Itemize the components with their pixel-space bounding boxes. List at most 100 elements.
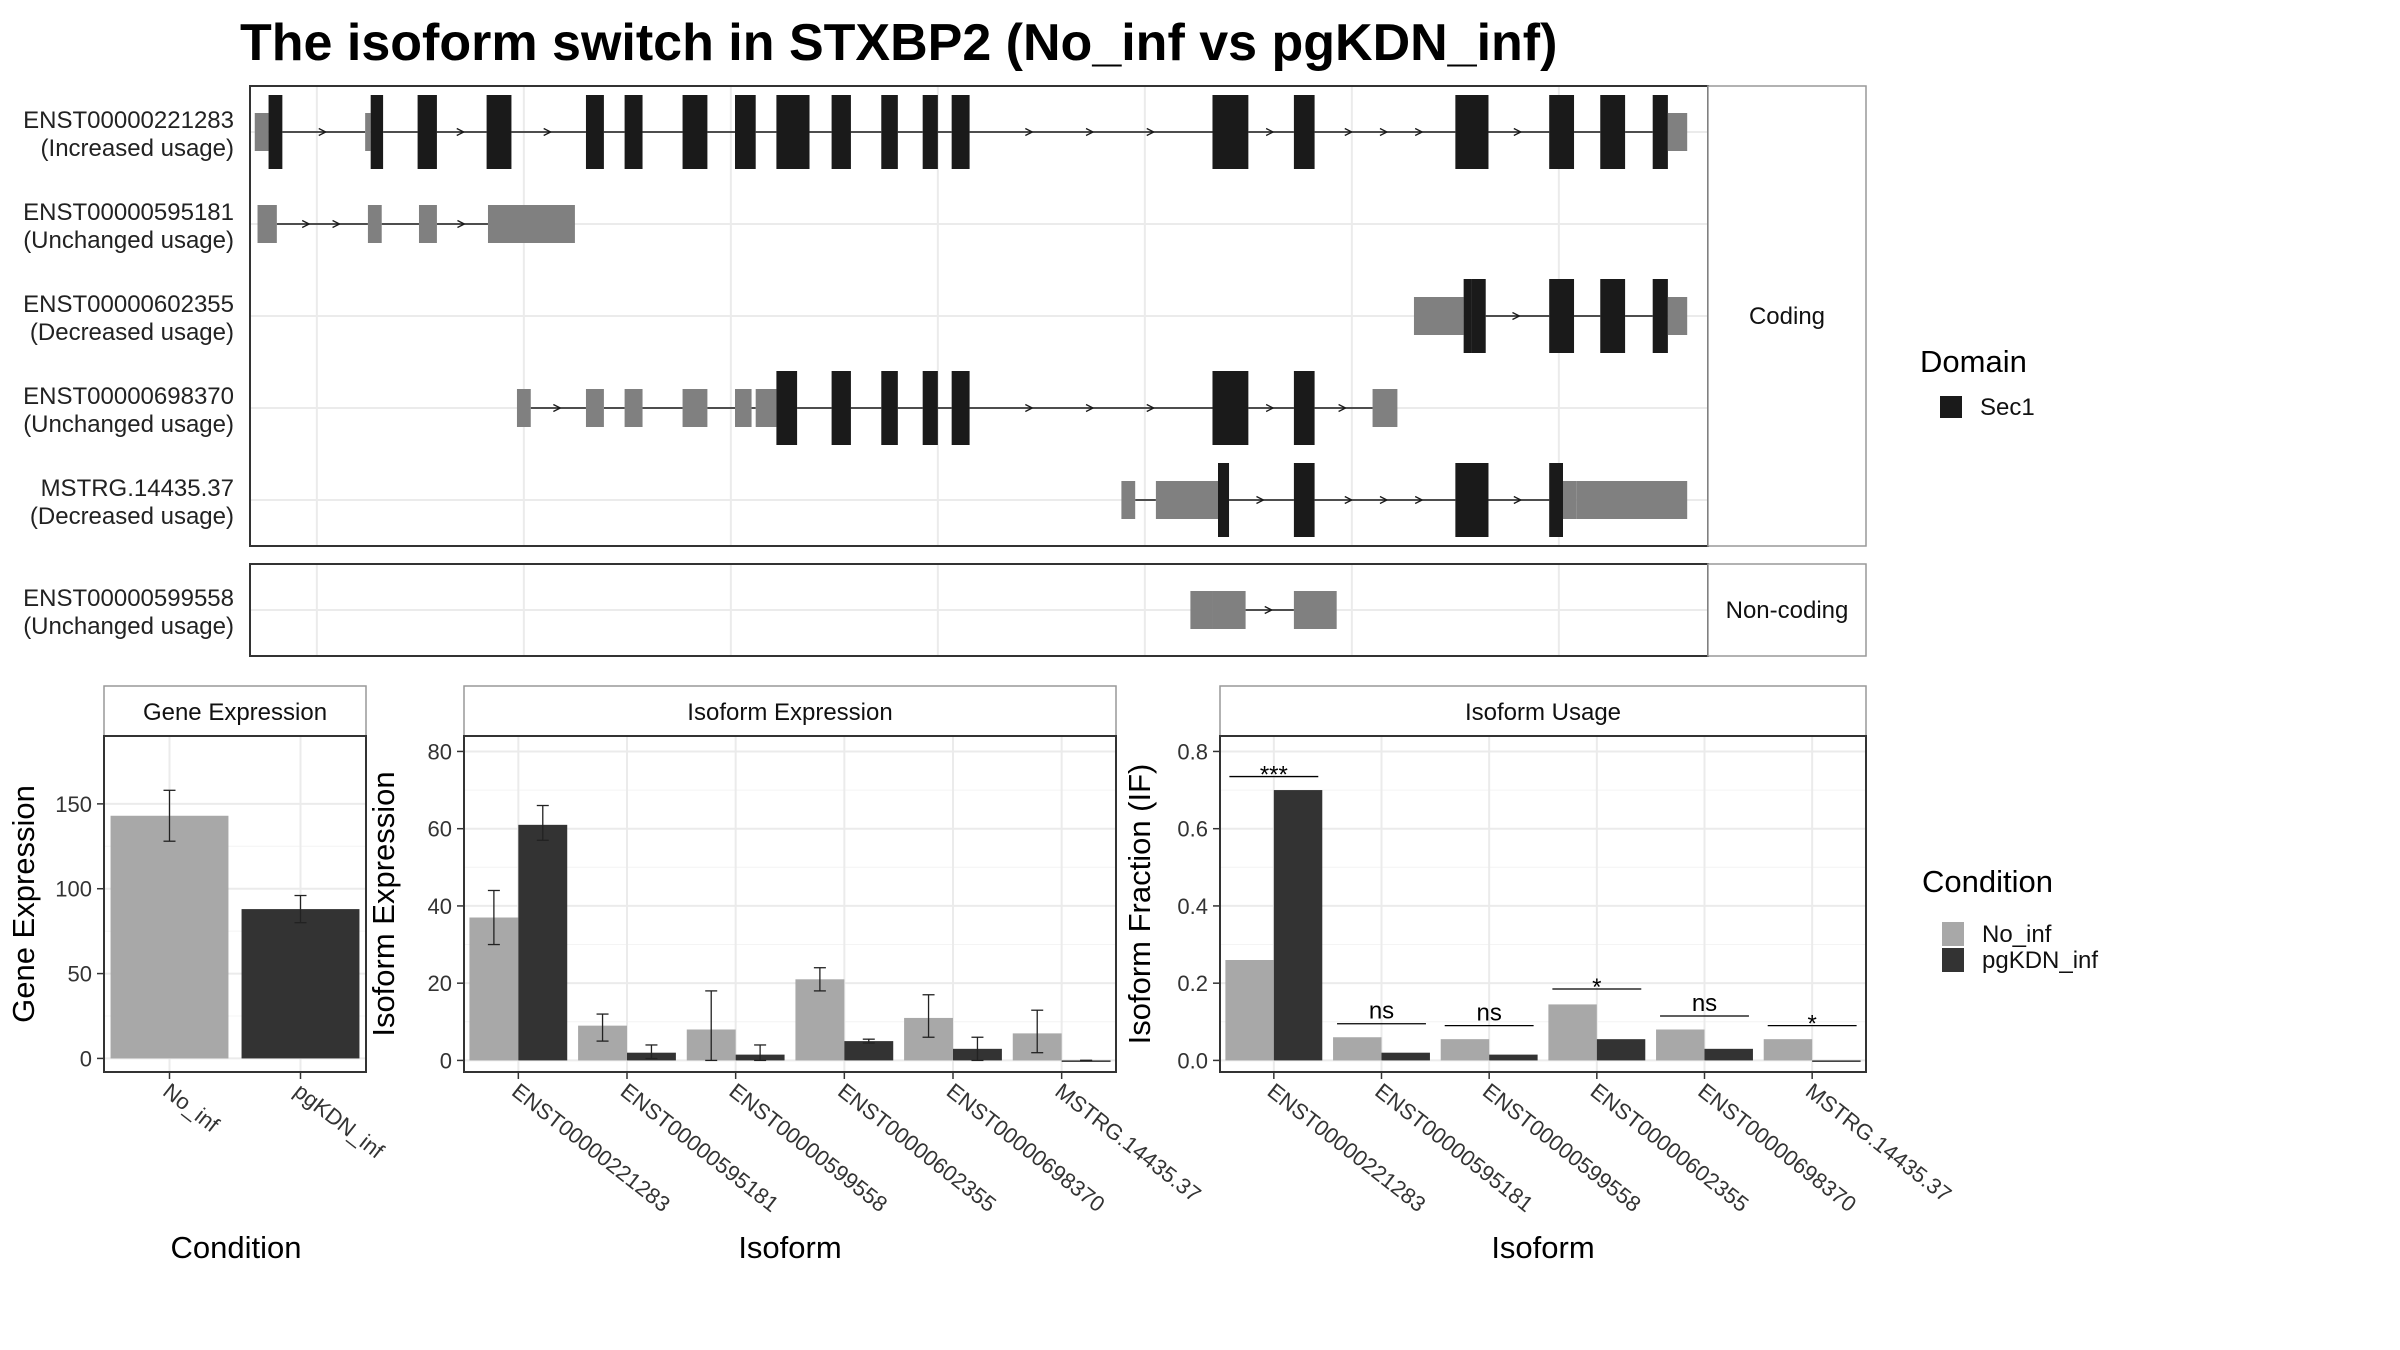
domain-legend-label: Sec1 bbox=[1980, 394, 2035, 421]
condition-legend-label: No_inf bbox=[1982, 921, 2052, 948]
coding-exon bbox=[1455, 463, 1489, 537]
bar bbox=[1704, 1048, 1753, 1061]
condition-legend-key bbox=[1942, 948, 1964, 972]
bar bbox=[241, 909, 360, 1059]
transcript-id-label: MSTRG.14435.37 bbox=[41, 475, 234, 502]
coding-exon bbox=[268, 95, 283, 169]
bar bbox=[1763, 1039, 1813, 1061]
coding-exon bbox=[1212, 371, 1249, 445]
intron-arrow bbox=[1414, 495, 1424, 505]
transcript-id-label: ENST00000698370 bbox=[23, 383, 234, 410]
utr-exon bbox=[1155, 481, 1218, 519]
coding-exon bbox=[831, 371, 851, 445]
x-axis-title: Condition bbox=[171, 1230, 302, 1265]
coding-exon bbox=[735, 95, 756, 169]
utr-exon bbox=[1667, 113, 1688, 151]
coding-exon bbox=[881, 95, 898, 169]
intron-arrow bbox=[1025, 127, 1034, 137]
y-tick-label: 0.4 bbox=[1177, 894, 1208, 919]
coding-exon bbox=[1212, 95, 1249, 169]
intron-arrow bbox=[456, 127, 466, 137]
transcript-id-label: ENST00000221283 bbox=[23, 107, 234, 134]
x-tick-label: No_inf bbox=[158, 1078, 224, 1137]
coding-exon bbox=[776, 371, 798, 445]
bar bbox=[1656, 1029, 1705, 1061]
y-tick-label: 100 bbox=[55, 877, 92, 902]
coding-exon bbox=[1293, 95, 1315, 169]
panel-strip bbox=[1219, 685, 1867, 737]
bar bbox=[1273, 790, 1323, 1061]
utr-exon bbox=[735, 389, 752, 427]
facet-strip bbox=[1707, 563, 1867, 657]
bar bbox=[1333, 1037, 1382, 1061]
intron-arrow bbox=[553, 403, 562, 413]
transcript-id-label: ENST00000595181 bbox=[23, 199, 234, 226]
facet-strip-label: Non-coding bbox=[1726, 597, 1849, 624]
utr-exon bbox=[755, 389, 777, 427]
coding-exon bbox=[1293, 463, 1315, 537]
bar bbox=[1440, 1039, 1490, 1061]
transcript-usage-label: (Unchanged usage) bbox=[23, 227, 234, 254]
panel-strip-title: Isoform Usage bbox=[1465, 699, 1621, 726]
utr-exon bbox=[1293, 591, 1337, 629]
intron-arrow bbox=[301, 219, 311, 229]
coding-exon bbox=[922, 95, 938, 169]
coding-exon bbox=[1600, 279, 1626, 353]
coding-exon bbox=[1652, 279, 1668, 353]
intron-arrow bbox=[1146, 403, 1156, 413]
y-tick-label: 150 bbox=[55, 792, 92, 817]
intron-arrow bbox=[1256, 495, 1265, 505]
domain-legend: Domain Sec1 bbox=[1920, 344, 2035, 421]
intron-arrow bbox=[1344, 495, 1354, 505]
utr-exon bbox=[516, 389, 531, 427]
transcript-usage-label: (Unchanged usage) bbox=[23, 613, 234, 640]
intron-arrow bbox=[1379, 495, 1389, 505]
coding-exon bbox=[417, 95, 437, 169]
panel-strip-title: Isoform Expression bbox=[687, 699, 892, 726]
y-axis-title: Isoform Expression bbox=[366, 771, 401, 1036]
transcript-usage-label: (Decreased usage) bbox=[30, 319, 234, 346]
intron-arrow bbox=[543, 127, 553, 137]
bar bbox=[1381, 1052, 1430, 1061]
bar bbox=[110, 815, 229, 1059]
coding-exon bbox=[1652, 95, 1668, 169]
panel-border bbox=[463, 735, 1117, 1073]
utr-exon bbox=[418, 205, 437, 243]
bar bbox=[518, 824, 568, 1061]
intron-arrow bbox=[1085, 403, 1095, 413]
significance-label: * bbox=[1807, 1011, 1816, 1038]
transcript-usage-label: (Decreased usage) bbox=[30, 503, 234, 530]
intron-arrow bbox=[1085, 127, 1095, 137]
domain-legend-title: Domain bbox=[1920, 344, 2027, 379]
coding-exon bbox=[831, 95, 851, 169]
coding-exon bbox=[585, 95, 604, 169]
utr-exon bbox=[487, 205, 575, 243]
transcript-id-label: ENST00000602355 bbox=[23, 291, 234, 318]
significance-label: * bbox=[1592, 974, 1601, 1001]
intron-arrow bbox=[1414, 127, 1424, 137]
bar bbox=[1548, 1004, 1597, 1061]
intron-arrow bbox=[1344, 127, 1354, 137]
intron-arrow bbox=[1379, 127, 1389, 137]
coding-exon bbox=[922, 371, 938, 445]
y-tick-label: 80 bbox=[428, 739, 452, 764]
utr-exon bbox=[1372, 389, 1398, 427]
coding-exon bbox=[1549, 463, 1563, 537]
x-axis-title: Isoform bbox=[738, 1230, 841, 1265]
intron-arrow bbox=[1512, 311, 1521, 321]
facet-strip bbox=[1707, 85, 1867, 547]
intron-arrow bbox=[1146, 127, 1156, 137]
coding-exon bbox=[881, 371, 898, 445]
y-axis-title: Isoform Fraction (IF) bbox=[1122, 764, 1157, 1045]
intron-arrow bbox=[1513, 495, 1523, 505]
y-tick-label: 40 bbox=[428, 894, 452, 919]
utr-exon bbox=[682, 389, 708, 427]
intron-arrow bbox=[332, 219, 342, 229]
transcript-structure: ENST00000221283(Increased usage) ENST0000… bbox=[23, 85, 1867, 657]
utr-exon bbox=[1576, 481, 1688, 519]
y-tick-label: 0 bbox=[80, 1046, 92, 1071]
transcript-usage-label: (Increased usage) bbox=[41, 135, 234, 162]
significance-label: ns bbox=[1476, 1000, 1501, 1027]
